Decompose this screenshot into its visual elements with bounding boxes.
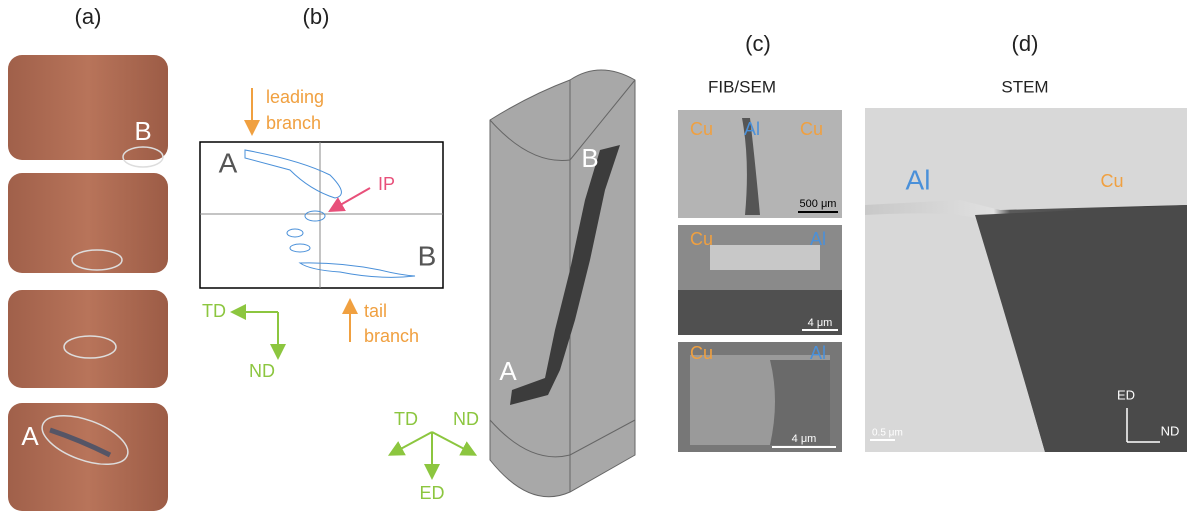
label: Cu	[1100, 171, 1123, 191]
method: STEM	[1001, 77, 1048, 96]
annotation: tail	[364, 301, 387, 321]
annotation: branch	[266, 113, 321, 133]
mark: B	[418, 240, 437, 271]
contour-plot	[199, 141, 444, 289]
scale-bar: 500 μm	[800, 198, 837, 210]
axis-label: TD	[394, 409, 418, 429]
axis-label: ND	[249, 361, 275, 381]
axis-label: ND	[1161, 423, 1180, 438]
model-3d	[489, 69, 636, 498]
scale-bar: 0.5 μm	[872, 428, 903, 439]
scale-bar: 4 μm	[792, 433, 817, 445]
method: FIB/SEM	[708, 77, 776, 96]
axis-label: TD	[202, 301, 226, 321]
sem-images	[678, 110, 842, 452]
axes	[230, 304, 286, 360]
label: Cu	[800, 119, 823, 139]
label: Al	[810, 229, 826, 249]
label: Al	[906, 164, 931, 195]
mark: A	[21, 421, 39, 451]
label: Cu	[690, 119, 713, 139]
mark: A	[219, 147, 238, 178]
panel-label: (d)	[1012, 31, 1039, 56]
axis-label: ND	[453, 409, 479, 429]
axes	[387, 431, 478, 480]
label: Al	[744, 119, 760, 139]
annotation: IP	[378, 174, 395, 194]
panel-label: (b)	[303, 4, 330, 29]
mark: A	[499, 356, 517, 386]
panel-label: (a)	[75, 4, 102, 29]
panel-label: (c)	[745, 31, 771, 56]
axis-label: ED	[1117, 387, 1135, 402]
annotation: branch	[364, 326, 419, 346]
annotation: leading	[266, 87, 324, 107]
stem-image	[865, 108, 1187, 452]
scale-bar: 4 μm	[808, 317, 833, 329]
label: Cu	[690, 229, 713, 249]
axis-label: ED	[419, 483, 444, 503]
sample-photos	[8, 55, 168, 511]
label: Cu	[690, 343, 713, 363]
label: Al	[810, 343, 826, 363]
mark: B	[581, 143, 598, 173]
mark: B	[134, 116, 151, 146]
